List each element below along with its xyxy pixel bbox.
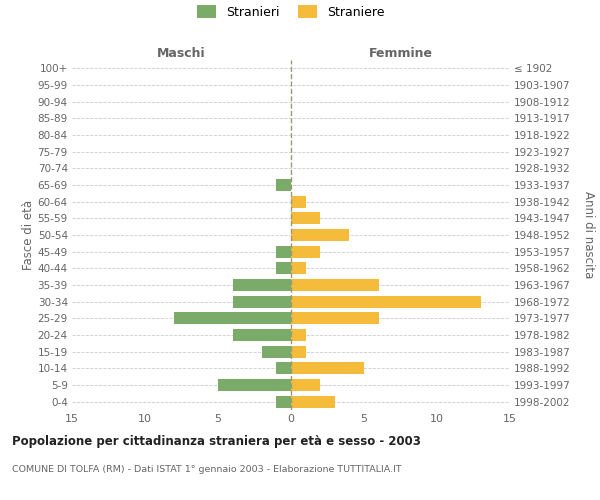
Bar — [174, 312, 291, 324]
Bar — [291, 229, 349, 241]
Bar — [277, 246, 291, 258]
Bar — [277, 262, 291, 274]
Text: COMUNE DI TOLFA (RM) - Dati ISTAT 1° gennaio 2003 - Elaborazione TUTTITALIA.IT: COMUNE DI TOLFA (RM) - Dati ISTAT 1° gen… — [12, 465, 401, 474]
Y-axis label: Anni di nascita: Anni di nascita — [582, 192, 595, 278]
Bar — [233, 296, 291, 308]
Bar — [291, 379, 320, 391]
Bar — [233, 279, 291, 291]
Legend: Stranieri, Straniere: Stranieri, Straniere — [197, 5, 385, 19]
Bar — [233, 329, 291, 341]
Y-axis label: Fasce di età: Fasce di età — [22, 200, 35, 270]
Bar — [291, 246, 320, 258]
Bar — [277, 396, 291, 407]
Bar — [291, 279, 379, 291]
Text: Maschi: Maschi — [157, 47, 206, 60]
Bar — [262, 346, 291, 358]
Bar — [291, 212, 320, 224]
Bar — [291, 362, 364, 374]
Bar — [291, 262, 305, 274]
Bar — [291, 296, 481, 308]
Text: Popolazione per cittadinanza straniera per età e sesso - 2003: Popolazione per cittadinanza straniera p… — [12, 435, 421, 448]
Bar — [218, 379, 291, 391]
Bar — [291, 329, 305, 341]
Bar — [291, 196, 305, 207]
Bar — [277, 362, 291, 374]
Bar — [291, 312, 379, 324]
Bar — [291, 346, 305, 358]
Bar — [291, 396, 335, 407]
Text: Femmine: Femmine — [368, 47, 433, 60]
Bar — [277, 179, 291, 191]
